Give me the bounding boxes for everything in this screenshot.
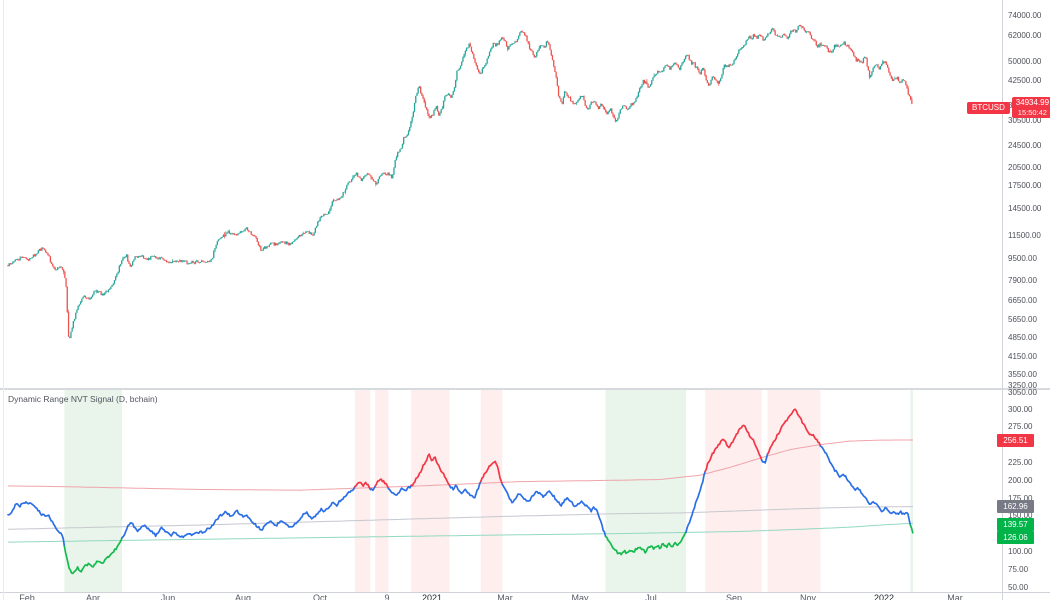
price-axis-tick: 24500.00	[1008, 141, 1042, 151]
pane-separator[interactable]	[0, 388, 1050, 390]
price-axis-tick: 50.00	[1008, 582, 1029, 592]
symbol-badge: BTCUSD	[967, 101, 1010, 114]
bar-countdown: 15:50:42	[1017, 108, 1047, 117]
price-axis-tick: 3050.00	[1008, 388, 1037, 398]
time-axis-tick: Jul	[645, 593, 657, 600]
price-axis-tick: 6650.00	[1008, 296, 1037, 306]
price-axis-tick: 9500.00	[1008, 253, 1037, 263]
price-axis-tick: 3550.00	[1008, 370, 1037, 380]
price-axis-tick: 4850.00	[1008, 333, 1037, 343]
time-axis-separator	[0, 592, 1050, 593]
time-axis-tick: Mar	[497, 593, 513, 600]
nvt-signal-value-badge: 126.06	[997, 530, 1034, 544]
nvt-upper-band-badge: 256.51	[997, 433, 1034, 447]
price-axis-tick: 100.00	[1008, 546, 1033, 556]
price-axis-tick: 175.00	[1008, 493, 1033, 503]
last-price-label: BTCUSD 34934.99 15:50:42	[967, 97, 1050, 118]
price-axis-tick: 62000.00	[1008, 31, 1042, 41]
nvt-mid-band-badge: 162.96	[997, 500, 1034, 513]
price-axis-tick: 75.00	[1008, 564, 1029, 574]
time-axis[interactable]: Feb Apr Jun Aug Oct 9 2021 Mar May Jul Sep Nov 2022 M…	[0, 592, 1002, 600]
pane-left-border	[3, 0, 4, 600]
indicator-title[interactable]: Dynamic Range NVT Signal (D, bchain)	[8, 394, 158, 404]
price-pane[interactable]	[0, 0, 1002, 389]
price-axis-tick: 50000.00	[1008, 56, 1042, 66]
price-axis-tick: 3250.00	[1008, 380, 1037, 390]
price-axis-tick: 300.00	[1008, 404, 1033, 414]
price-axis-tick: 17500.00	[1008, 181, 1042, 191]
time-axis-tick: Sep	[725, 593, 743, 600]
price-axis-tick: 42500.00	[1008, 76, 1042, 86]
nvt-lower-band-badge: 139.57	[997, 518, 1034, 531]
price-axis-tick: 14500.00	[1008, 203, 1042, 213]
time-axis-tick: Apr	[85, 593, 101, 600]
last-price-value: 34934.99	[1015, 98, 1050, 107]
nvt-indicator-pane[interactable]	[0, 389, 1002, 592]
time-axis-tick: 2022	[873, 593, 895, 600]
time-axis-tick: Mar	[947, 593, 963, 600]
price-axis-border	[1002, 0, 1003, 600]
price-axis-tick: 4150.00	[1008, 351, 1037, 361]
time-axis-tick: Aug	[234, 593, 252, 600]
price-axis-tick: 275.00	[1008, 422, 1033, 432]
last-price-badge: 34934.99 15:50:42	[1011, 97, 1050, 118]
price-axis-tick: 20500.00	[1008, 162, 1042, 172]
price-axis-tick: 74000.00	[1008, 10, 1042, 20]
price-axis-tick: 225.00	[1008, 457, 1033, 467]
time-axis-tick: Jun	[160, 593, 176, 600]
time-axis-tick: Oct	[312, 593, 328, 600]
time-axis-tick: 2021	[421, 593, 443, 600]
time-axis-tick: Feb	[19, 593, 35, 600]
time-axis-tick: 9	[384, 593, 390, 600]
price-axis-tick: 7900.00	[1008, 275, 1037, 285]
time-axis-tick: Nov	[799, 593, 817, 600]
price-axis-tick: 200.00	[1008, 475, 1033, 485]
price-axis-tick: 150.00	[1008, 511, 1033, 521]
price-axis[interactable]: 74000.0062000.0050000.0042500.0034500.00…	[1002, 0, 1050, 600]
price-axis-tick: 11500.00	[1008, 231, 1041, 241]
price-axis-tick: 5650.00	[1008, 315, 1037, 325]
price-axis-tick: 30500.00	[1008, 115, 1042, 125]
time-axis-tick: May	[571, 593, 589, 600]
